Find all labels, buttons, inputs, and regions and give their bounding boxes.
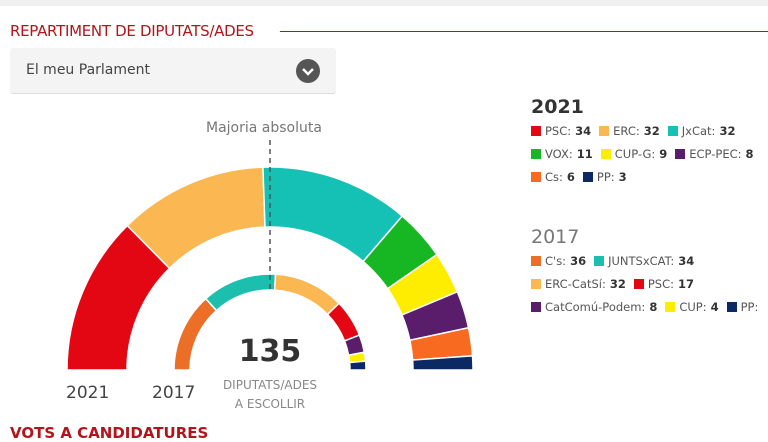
seat-segment-2017-pp bbox=[348, 360, 367, 371]
caption-line-1: DIPUTATS/ADES bbox=[222, 378, 318, 392]
legend-swatch bbox=[599, 126, 610, 136]
legend-swatch bbox=[531, 149, 541, 159]
legend-item: CatComú-Podem: 8 bbox=[531, 300, 657, 314]
majority-label: Majoria absoluta bbox=[206, 120, 322, 136]
outer-ring-label: 2021 bbox=[66, 383, 110, 403]
legend-party: Cs: bbox=[545, 170, 563, 184]
legend-seats: 32 bbox=[643, 124, 660, 138]
legend-year: 2021 bbox=[531, 96, 584, 118]
legend-party: CUP: bbox=[679, 300, 707, 314]
legend-item: Cs: 6 bbox=[531, 170, 575, 184]
legend-party: ERC-CatSí: bbox=[545, 277, 606, 291]
legend-seats: 6 bbox=[566, 170, 575, 184]
legend-item: PSC: 17 bbox=[633, 277, 694, 291]
total-seats: 135 bbox=[238, 334, 302, 369]
top-bar bbox=[0, 0, 768, 6]
caption-line-2: A ESCOLLIR bbox=[234, 397, 306, 411]
seat-segment-2021-pp bbox=[411, 355, 474, 371]
parliament-select[interactable]: El meu Parlament bbox=[10, 48, 336, 94]
legend-party: JUNTSxCAT: bbox=[608, 254, 675, 268]
legend-party: ERC: bbox=[613, 124, 640, 138]
legend-seats: 8 bbox=[745, 147, 754, 161]
legend-seats: 9 bbox=[659, 147, 668, 161]
legend-row: PSC: 34 ERC: 32 JxCat: 32 bbox=[531, 124, 768, 138]
legend-seats: 4 bbox=[710, 300, 719, 314]
legend-swatch bbox=[582, 172, 593, 182]
legend-row: CatComú-Podem: 8 CUP: 4 PP: bbox=[531, 300, 768, 314]
legend-party: C's: bbox=[545, 254, 567, 268]
legend-party: CUP-G: bbox=[614, 147, 656, 161]
legend-item: C's: 36 bbox=[531, 254, 586, 268]
legend-item: CUP: 4 bbox=[665, 300, 719, 314]
legend-seats: 34 bbox=[678, 254, 695, 268]
section-title: REPARTIMENT DE DIPUTATS/ADES bbox=[10, 22, 254, 40]
legend-swatch bbox=[531, 256, 541, 266]
legend-item: ERC: 32 bbox=[599, 124, 660, 138]
select-value: El meu Parlament bbox=[26, 62, 150, 78]
legend-seats: 11 bbox=[576, 147, 593, 161]
legend-swatch bbox=[531, 279, 541, 289]
legend-seats: 32 bbox=[609, 277, 626, 291]
legend-swatch bbox=[667, 126, 678, 136]
inner-ring-label: 2017 bbox=[152, 383, 196, 403]
legend-row: VOX: 11 CUP-G: 9 ECP-PEC: 8 bbox=[531, 147, 768, 161]
parliament-chart bbox=[66, 140, 474, 371]
legend-item: PSC: 34 bbox=[531, 124, 591, 138]
legend-swatch bbox=[726, 302, 737, 312]
legend-party: VOX: bbox=[545, 147, 573, 161]
legend-swatch bbox=[594, 256, 605, 266]
legend-swatch bbox=[633, 279, 644, 289]
legend-swatch bbox=[531, 172, 541, 182]
next-section-title: VOTS A CANDIDATURES bbox=[10, 424, 209, 442]
legend-item: CUP-G: 9 bbox=[600, 147, 668, 161]
legend-party: PP: bbox=[596, 170, 615, 184]
legend-party: PSC: bbox=[545, 124, 572, 138]
title-divider bbox=[280, 31, 768, 32]
legend-swatch bbox=[531, 126, 541, 136]
legend-item: PP: bbox=[726, 300, 763, 314]
legend-row: ERC-CatSí: 32 PSC: 17 bbox=[531, 277, 768, 291]
legend-item: ECP-PEC: 8 bbox=[675, 147, 754, 161]
legend-seats: 3 bbox=[618, 170, 627, 184]
legend-seats: 34 bbox=[575, 124, 592, 138]
total-seats-caption: DIPUTATS/ADES A ESCOLLIR bbox=[200, 376, 340, 414]
legend-party: PP: bbox=[740, 300, 759, 314]
legend-seats: 8 bbox=[649, 300, 658, 314]
legend-row: C's: 36 JUNTSxCAT: 34 bbox=[531, 254, 768, 268]
legend-party: ECP-PEC: bbox=[689, 147, 742, 161]
legend-year: 2017 bbox=[531, 226, 580, 248]
legend-swatch bbox=[531, 302, 541, 312]
legend-swatch bbox=[665, 302, 676, 312]
legend-item: JUNTSxCAT: 34 bbox=[594, 254, 694, 268]
legend-row: Cs: 6 PP: 3 bbox=[531, 170, 768, 184]
chevron-down-icon[interactable] bbox=[296, 59, 320, 83]
legend-swatch bbox=[600, 149, 611, 159]
seat-segment-2017-erc-cats- bbox=[273, 273, 341, 316]
legend-item: VOX: 11 bbox=[531, 147, 593, 161]
legend-party: JxCat: bbox=[681, 124, 716, 138]
legend-seats: 32 bbox=[719, 124, 736, 138]
legend-seats: 17 bbox=[677, 277, 694, 291]
legend-swatch bbox=[675, 149, 686, 159]
seat-segment-2017-juntsxcat bbox=[204, 273, 277, 312]
legend-2017: 2017 C's: 36 JUNTSxCAT: 34 ERC-CatSí: 32 PSC: 1… bbox=[531, 226, 768, 323]
legend-item: ERC-CatSí: 32 bbox=[531, 277, 626, 291]
legend-party: CatComú-Podem: bbox=[545, 300, 646, 314]
legend-item: PP: 3 bbox=[582, 170, 627, 184]
legend-seats: 36 bbox=[570, 254, 587, 268]
legend-2021: 2021 PSC: 34 ERC: 32 JxCat: 32 VOX: 11 CUP-G: 9 EC… bbox=[531, 96, 768, 193]
legend-party: PSC: bbox=[647, 277, 674, 291]
legend-item: JxCat: 32 bbox=[667, 124, 736, 138]
